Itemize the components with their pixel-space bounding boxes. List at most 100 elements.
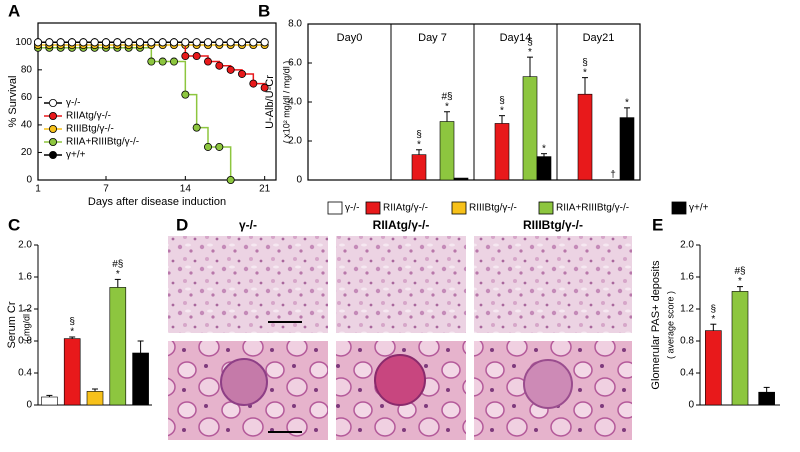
glomerulus bbox=[220, 358, 268, 406]
legend-marker bbox=[49, 125, 58, 134]
survival-point bbox=[147, 57, 156, 66]
survival-point bbox=[147, 38, 156, 47]
legend-label: RIIAtg/γ-/- bbox=[66, 111, 111, 122]
micrograph bbox=[168, 236, 328, 333]
survival-point bbox=[169, 57, 178, 66]
significance-mark: * bbox=[116, 269, 120, 280]
y-tick-label: 0 bbox=[296, 175, 302, 186]
category-header: Day0 bbox=[337, 32, 363, 44]
legend-swatch bbox=[327, 201, 343, 215]
y-tick-label: 1.6 bbox=[680, 272, 694, 283]
y-axis-unit: ( average score ) bbox=[665, 291, 675, 359]
bar bbox=[132, 352, 149, 406]
legend-label: RIIIBtg/γ-/- bbox=[469, 203, 517, 214]
bar bbox=[705, 330, 722, 406]
survival-point bbox=[34, 38, 43, 47]
y-tick-label: 0 bbox=[26, 400, 32, 411]
survival-point bbox=[192, 52, 201, 61]
bar bbox=[536, 156, 552, 181]
survival-point bbox=[113, 38, 122, 47]
significance-mark: * bbox=[417, 139, 421, 150]
y-axis-label: % Survival bbox=[7, 76, 19, 128]
y-tick-label: 2.0 bbox=[680, 240, 694, 251]
y-tick-label: 1.6 bbox=[18, 272, 32, 283]
y-tick-label: 6.0 bbox=[288, 58, 302, 69]
histology-panel: D γ-/- RIIAtg/γ-/- RIIIBtg/γ-/- bbox=[168, 215, 632, 440]
bar bbox=[86, 391, 104, 406]
y-tick-label: 20 bbox=[21, 147, 33, 158]
survival-point bbox=[215, 61, 224, 70]
survival-point bbox=[249, 38, 258, 47]
significance-mark: § bbox=[582, 57, 588, 68]
micrograph bbox=[474, 236, 632, 333]
y-tick-label: 8.0 bbox=[288, 19, 302, 30]
survival-point bbox=[158, 57, 167, 66]
significance-mark: § bbox=[527, 37, 533, 48]
y-tick-label: 0.4 bbox=[680, 368, 694, 379]
legend-label: RIIIBtg/γ-/- bbox=[66, 124, 114, 135]
y-tick-label: 1.2 bbox=[18, 304, 32, 315]
legend-label: RIIA+RIIIBtg/γ-/- bbox=[556, 203, 629, 214]
survival-point bbox=[215, 38, 224, 47]
panel-label: C bbox=[8, 215, 20, 234]
bar bbox=[411, 154, 427, 181]
survival-point bbox=[102, 38, 111, 47]
significance-mark: * bbox=[738, 276, 742, 287]
legend-label: RIIA+RIIIBtg/γ-/- bbox=[66, 137, 139, 148]
significance-mark: * bbox=[625, 97, 629, 108]
y-tick-label: 2.0 bbox=[18, 240, 32, 251]
significance-mark: * bbox=[583, 67, 587, 78]
significance-mark: #§ bbox=[441, 91, 452, 102]
survival-point bbox=[203, 57, 212, 66]
panel-label: B bbox=[258, 1, 270, 20]
significance-mark: * bbox=[542, 143, 546, 154]
survival-point bbox=[45, 38, 54, 47]
significance-mark: § bbox=[499, 95, 505, 106]
category-header: Day21 bbox=[583, 32, 615, 44]
significance-mark: * bbox=[500, 105, 504, 116]
glomerulus bbox=[523, 359, 573, 409]
y-tick-label: 100 bbox=[15, 37, 32, 48]
y-tick-label: 60 bbox=[21, 92, 33, 103]
legend-marker bbox=[49, 137, 58, 146]
bar bbox=[41, 396, 58, 406]
column-title: γ-/- bbox=[239, 218, 257, 232]
y-axis-label: Serum Cr bbox=[6, 301, 18, 348]
significance-mark: * bbox=[70, 327, 74, 338]
legend-swatch bbox=[451, 201, 467, 215]
survival-point bbox=[226, 65, 235, 74]
legend-label: γ-/- bbox=[345, 203, 359, 214]
survival-point bbox=[192, 38, 201, 47]
survival-point bbox=[237, 38, 246, 47]
bar bbox=[731, 291, 749, 406]
survival-point bbox=[68, 38, 77, 47]
survival-point bbox=[237, 69, 246, 78]
bar bbox=[439, 121, 455, 181]
bar bbox=[494, 123, 510, 181]
x-axis-label: Days after disease induction bbox=[88, 196, 226, 208]
x-tick-label: 21 bbox=[259, 184, 271, 195]
survival-point bbox=[181, 90, 190, 99]
significance-mark: † bbox=[610, 170, 616, 181]
significance-mark: § bbox=[711, 304, 717, 315]
survival-point bbox=[56, 38, 65, 47]
survival-point bbox=[249, 79, 258, 88]
y-tick-label: 0.8 bbox=[18, 336, 32, 347]
y-axis-unit: ( mg/dl ) bbox=[21, 308, 31, 341]
significance-mark: * bbox=[711, 314, 715, 325]
x-tick-label: 14 bbox=[180, 184, 192, 195]
survival-point bbox=[203, 38, 212, 47]
significance-mark: § bbox=[416, 129, 422, 140]
bar bbox=[63, 338, 81, 406]
panel-label: E bbox=[652, 215, 663, 234]
survival-point bbox=[169, 38, 178, 47]
survival-point bbox=[90, 38, 99, 47]
plot-frame bbox=[37, 22, 277, 181]
significance-mark: * bbox=[445, 101, 449, 112]
survival-point bbox=[135, 38, 144, 47]
panel-label: A bbox=[8, 1, 20, 20]
y-tick-label: 1.2 bbox=[680, 304, 694, 315]
legend-label: γ+/+ bbox=[66, 150, 86, 161]
y-tick-label: 0 bbox=[26, 175, 32, 186]
category-header: Day14 bbox=[500, 32, 532, 44]
